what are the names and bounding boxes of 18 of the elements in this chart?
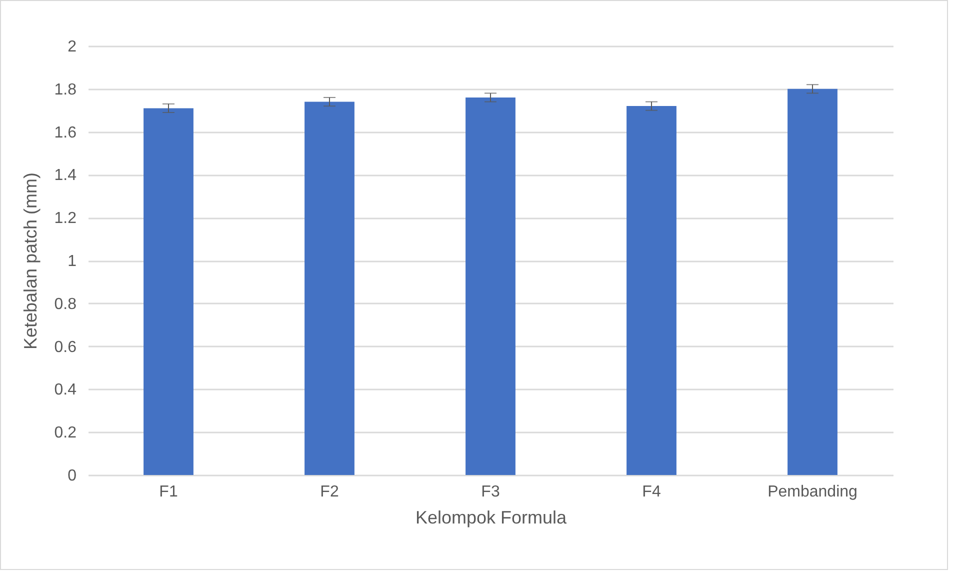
x-tick-label: F3 [481,484,500,500]
x-tick-label: F2 [320,484,339,500]
x-axis-title: Kelompok Formula [415,508,568,528]
y-tick-label: 1.4 [54,167,77,184]
y-tick-label: 0.2 [54,424,77,442]
y-tick-label: 1.2 [54,210,77,228]
y-tick-label: 0.8 [54,296,77,313]
x-tick-label: F1 [159,484,178,500]
y-axis-title: Ketebalan patch (mm) [20,172,40,350]
y-tick-label: 1 [68,253,77,270]
y-tick-label: 1.6 [54,124,77,142]
y-tick-label: 1.8 [54,81,77,98]
y-tick-label: 0.6 [54,338,77,356]
y-tick-label: 0 [68,468,77,484]
y-tick-label: 2 [68,38,77,56]
x-tick-label: F4 [642,484,661,500]
x-tick-label: Pembanding [768,484,858,500]
y-tick-label: 0.4 [54,382,77,399]
